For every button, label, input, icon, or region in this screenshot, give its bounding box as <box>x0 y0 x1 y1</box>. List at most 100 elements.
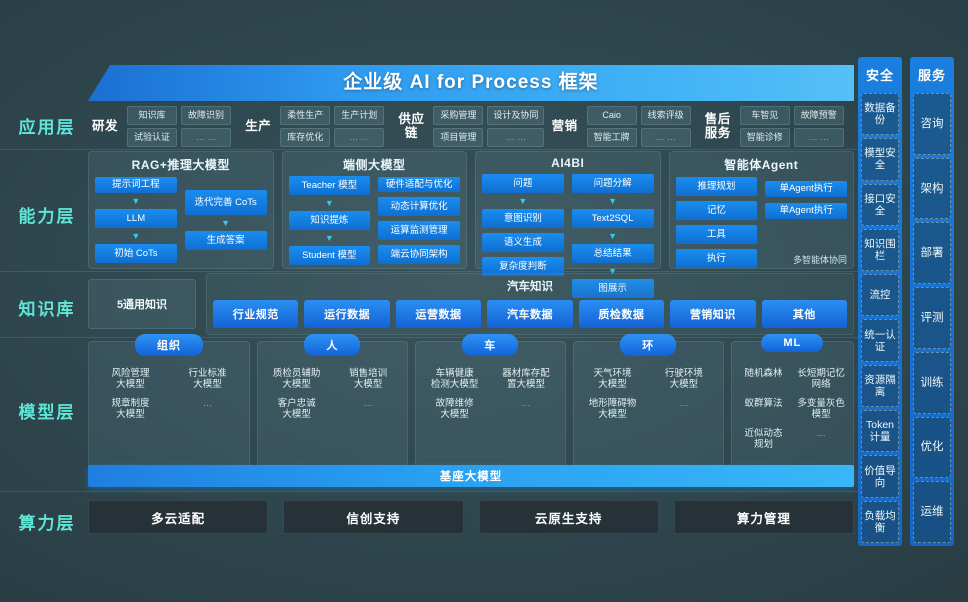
rail-item-token-metering[interactable]: Token计量 <box>861 410 899 453</box>
model-item[interactable]: 车辆健康 检测大模型 <box>430 368 479 390</box>
capability-node[interactable]: 生成答案 <box>184 231 267 250</box>
capability-node[interactable]: 记忆 <box>675 201 758 220</box>
rail-item-architecture[interactable]: 架构 <box>913 157 951 220</box>
rail-item-api-security[interactable]: 接口安全 <box>861 183 899 226</box>
model-item[interactable]: 随机森林 <box>744 368 783 379</box>
capability-node[interactable]: 提示词工程 <box>95 177 177 193</box>
capability-node[interactable]: 工具 <box>675 225 758 244</box>
app-chip[interactable]: 车智见 <box>739 105 790 125</box>
model-item[interactable]: 多变量灰色 模型 <box>797 398 845 420</box>
capability-node[interactable]: Student 模型 <box>288 245 371 265</box>
capability-node[interactable]: Teacher 模型 <box>288 175 371 195</box>
knowledge-chip[interactable]: 营销知识 <box>670 300 756 328</box>
capability-node[interactable]: 单Agent执行 <box>765 181 847 197</box>
knowledge-chip[interactable]: 运营数据 <box>395 300 482 328</box>
app-chip-more[interactable]: … … <box>793 127 844 147</box>
app-chip[interactable]: 项目管理 <box>433 127 484 147</box>
capability-node[interactable]: Text2SQL <box>571 209 654 228</box>
app-chip[interactable]: 设计及协同 <box>487 105 545 125</box>
model-item[interactable]: 客户忠诚 大模型 <box>277 398 316 420</box>
app-chip-more[interactable]: … … <box>334 127 385 147</box>
rail-item-optimization[interactable]: 优化 <box>913 416 951 479</box>
rail-item-evaluation[interactable]: 评测 <box>913 287 951 349</box>
app-chip-more[interactable]: … … <box>640 127 691 147</box>
capability-card-agent[interactable]: 智能体Agent 推理规划 记忆 工具 执行 单Agent执行 单Agent执行… <box>668 151 854 269</box>
capability-node[interactable]: 总结结果 <box>571 244 654 263</box>
compute-box-management[interactable]: 算力管理 <box>673 500 854 534</box>
rail-item-deployment[interactable]: 部署 <box>913 222 951 285</box>
rail-item-knowledge-fence[interactable]: 知识围栏 <box>861 228 899 272</box>
rail-item-training[interactable]: 训练 <box>913 351 951 414</box>
knowledge-chip[interactable]: 行业规范 <box>213 300 299 328</box>
knowledge-chip[interactable]: 汽车数据 <box>487 300 573 328</box>
model-card-people[interactable]: 人 质检员辅助 大模型 销售培训 大模型 客户忠诚 大模型 … <box>256 334 408 471</box>
app-chip[interactable]: 线索评级 <box>640 105 691 125</box>
model-item[interactable]: 故障维修 大模型 <box>435 398 474 420</box>
app-chip[interactable]: Caio <box>586 105 637 125</box>
model-item-more[interactable]: … <box>679 398 689 409</box>
model-card-vehicle[interactable]: 车 车辆健康 检测大模型 器材库存配 置大模型 故障维修 大模型 … <box>414 334 566 471</box>
rail-item-resource-isolation[interactable]: 资源隔离 <box>861 364 899 408</box>
capability-node[interactable]: 单Agent执行 <box>765 203 847 219</box>
capability-node[interactable]: 推理规划 <box>675 177 758 196</box>
model-item-more[interactable]: … <box>202 398 213 409</box>
app-chip[interactable]: 故障预警 <box>793 105 844 125</box>
app-group-after-sales[interactable]: 售后服务 车智见 智能诊修 故障预警 … … <box>701 103 854 149</box>
capability-node[interactable]: 执行 <box>675 249 758 268</box>
capability-node[interactable]: 动态计算优化 <box>378 197 460 216</box>
app-chip[interactable]: 采购管理 <box>433 105 484 125</box>
model-item[interactable]: 天气环境 大模型 <box>593 368 632 390</box>
app-chip[interactable]: 智能诊修 <box>739 127 790 147</box>
model-item[interactable]: 销售培训 大模型 <box>349 368 388 390</box>
app-group-supply-chain[interactable]: 供应链 采购管理 项目管理 设计及协同 … … <box>394 103 547 149</box>
rail-item-data-backup[interactable]: 数据备份 <box>861 93 899 136</box>
compute-box-xinchuang[interactable]: 信创支持 <box>283 500 464 534</box>
model-item[interactable]: 质检员辅助 大模型 <box>272 368 321 390</box>
capability-card-ai4bi[interactable]: AI4BI 问题 ▼ 意图识别 语义生成 复杂度判断 问题分解 ▼ Text2S… <box>475 151 661 298</box>
app-chip[interactable]: 生产计划 <box>334 105 385 125</box>
app-group-production[interactable]: 生产 柔性生产 库存优化 生产计划 … … <box>241 103 394 149</box>
capability-card-rag[interactable]: RAG+推理大模型 提示词工程 ▼ LLM ▼ 初始 CoTs 迭代完善 CoT… <box>88 151 274 269</box>
rail-item-value-orientation[interactable]: 价值导向 <box>861 455 899 498</box>
model-card-ml[interactable]: ML 随机森林 长短期记忆 网络 蚁群算法 多变量灰色 模型 近似动态 规划 … <box>730 334 854 471</box>
app-chip[interactable]: 故障识别 <box>181 105 231 125</box>
model-item[interactable]: 行驶环境 大模型 <box>664 368 703 390</box>
base-model-bar[interactable]: 基座大模型 <box>88 465 854 487</box>
capability-node[interactable]: 迭代完善 CoTs <box>184 190 267 215</box>
app-group-rd[interactable]: 研发 知识库 试验认证 故障识别 … … <box>88 103 241 149</box>
compute-box-multicloud[interactable]: 多云适配 <box>88 500 269 534</box>
knowledge-chip[interactable]: 运行数据 <box>304 300 390 328</box>
capability-node[interactable]: LLM <box>95 209 177 228</box>
capability-node[interactable]: 端云协同架构 <box>378 245 460 264</box>
rail-item-flow-control[interactable]: 流控 <box>861 274 899 317</box>
capability-node[interactable]: 问题分解 <box>571 174 654 193</box>
model-item[interactable]: 近似动态 规划 <box>744 428 783 450</box>
rail-item-model-security[interactable]: 模型安全 <box>861 138 899 181</box>
model-card-environment[interactable]: 环 天气环境 大模型 行驶环境 大模型 地形障碍物 大模型 … <box>572 334 724 471</box>
capability-node[interactable]: 意图识别 <box>482 209 564 228</box>
app-chip[interactable]: 库存优化 <box>280 127 331 147</box>
model-item[interactable]: 器材库存配 置大模型 <box>502 368 550 390</box>
compute-box-cloudnative[interactable]: 云原生支持 <box>478 500 659 534</box>
rail-item-unified-auth[interactable]: 统一认证 <box>861 319 899 362</box>
model-item[interactable]: 长短期记忆 网络 <box>797 368 845 390</box>
model-item[interactable]: 地形障碍物 大模型 <box>588 398 637 420</box>
model-item[interactable]: 风险管理 大模型 <box>111 368 150 390</box>
app-chip[interactable]: 试验认证 <box>127 127 177 147</box>
model-item-more[interactable]: … <box>363 398 373 409</box>
app-chip[interactable]: 柔性生产 <box>280 105 331 125</box>
capability-node[interactable]: 知识提炼 <box>288 210 371 230</box>
knowledge-chip[interactable]: 其他 <box>761 300 847 328</box>
model-item[interactable]: 规章制度 大模型 <box>111 398 150 420</box>
capability-node[interactable]: 问题 <box>482 174 564 193</box>
capability-node[interactable]: 语义生成 <box>482 233 564 252</box>
capability-node[interactable]: 图展示 <box>571 279 654 298</box>
model-item[interactable]: 行业标准 大模型 <box>188 368 227 390</box>
knowledge-general-box[interactable]: 5通用知识 <box>88 279 196 329</box>
knowledge-chip[interactable]: 质检数据 <box>578 300 665 328</box>
app-chip[interactable]: 知识库 <box>127 105 177 125</box>
capability-card-edge-model[interactable]: 端侧大模型 Teacher 模型 ▼ 知识提炼 ▼ Student 模型 硬件适… <box>281 151 467 269</box>
rail-item-operations[interactable]: 运维 <box>913 481 951 544</box>
rail-item-consulting[interactable]: 咨询 <box>913 93 951 155</box>
capability-node[interactable]: 硬件适配与优化 <box>378 177 460 192</box>
